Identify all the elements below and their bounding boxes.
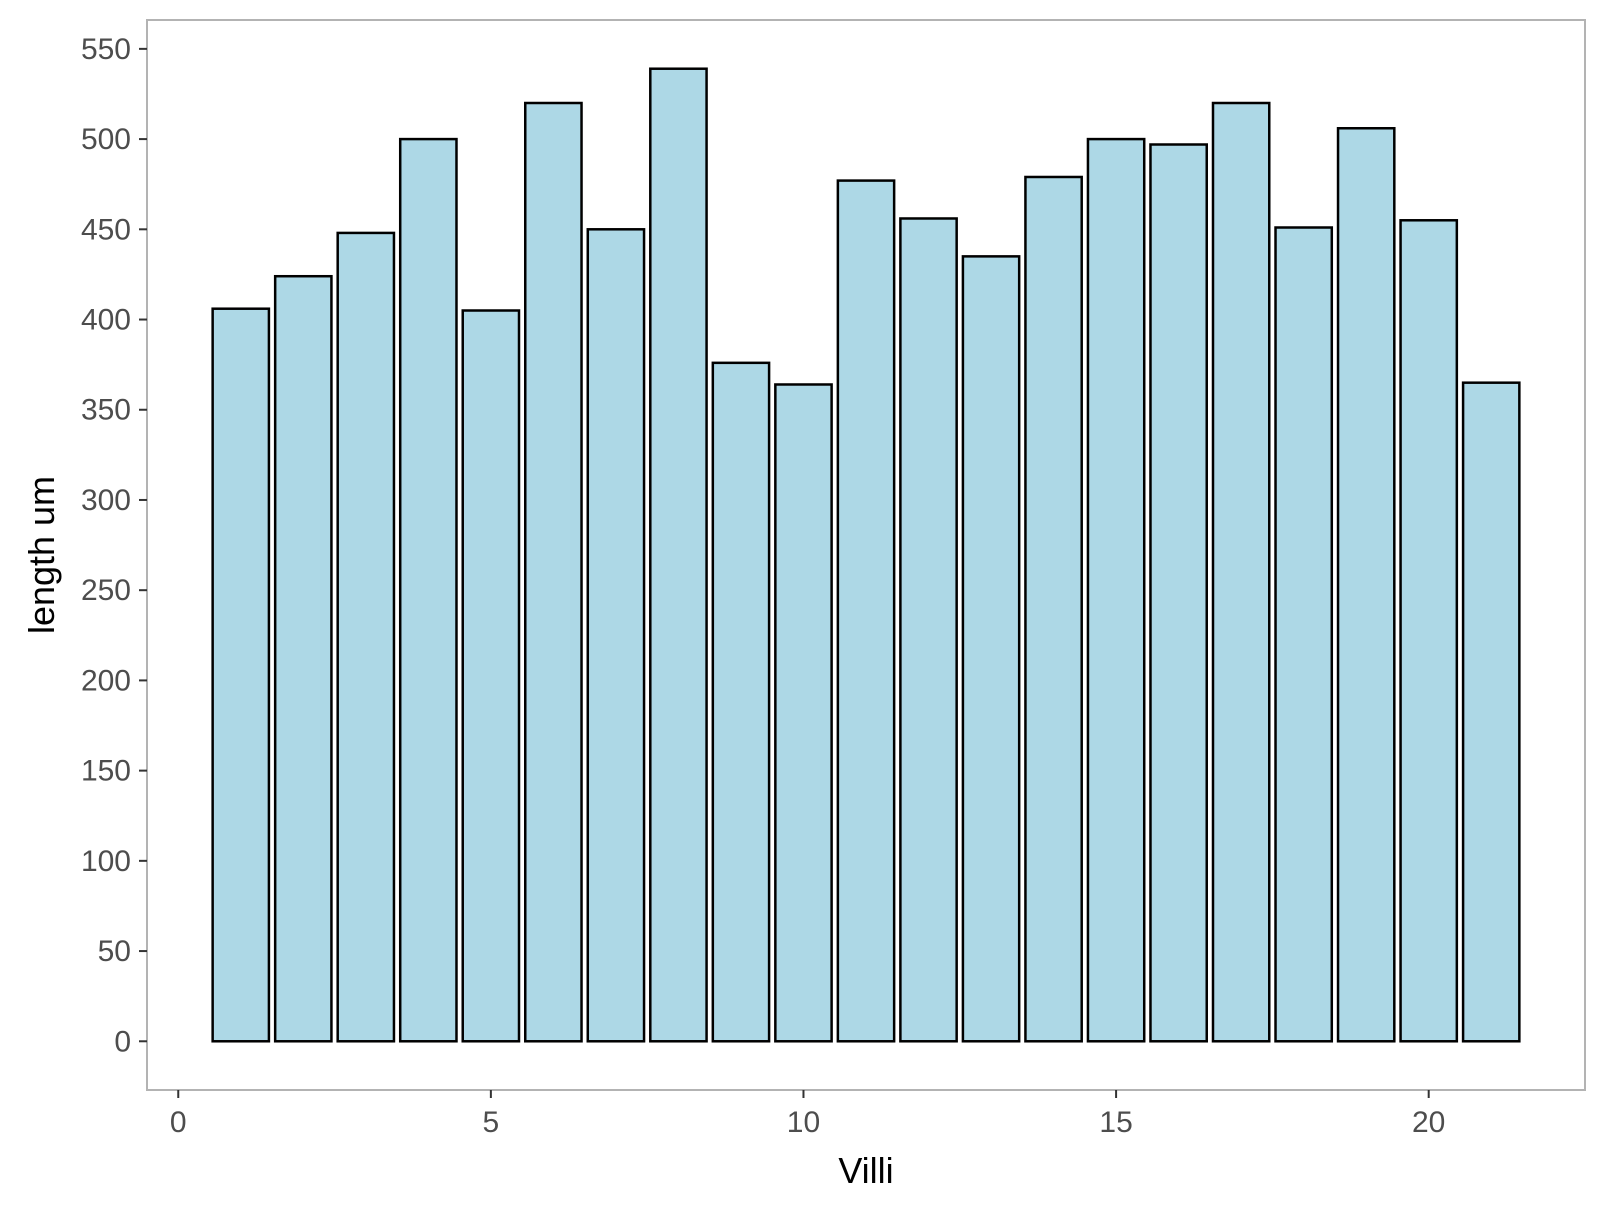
y-tick-label: 450 — [81, 213, 131, 246]
x-tick-label: 5 — [483, 1106, 500, 1139]
bar-3 — [336, 231, 396, 1043]
x-axis-title: Villi — [838, 1150, 893, 1191]
bars — [211, 67, 1521, 1043]
y-axis-title: length um — [21, 476, 62, 634]
y-tick-label: 150 — [81, 755, 131, 788]
x-tick-label: 0 — [170, 1106, 187, 1139]
bar-13 — [961, 255, 1021, 1043]
bar-7 — [586, 228, 646, 1043]
x-tick-label: 15 — [1099, 1106, 1132, 1139]
y-tick-label: 0 — [114, 1025, 131, 1058]
y-tick-label: 200 — [81, 664, 131, 697]
bar-19 — [1336, 127, 1396, 1043]
bar-5 — [461, 309, 521, 1043]
bar-15 — [1086, 137, 1146, 1043]
bar-9 — [711, 361, 771, 1043]
y-tick-label: 500 — [81, 123, 131, 156]
bar-6 — [524, 101, 583, 1043]
bar-8 — [649, 67, 708, 1043]
y-axis: 0 50 100 150 200 250 300 350 400 450 500 550 — [81, 33, 147, 1058]
bar-18 — [1274, 226, 1334, 1043]
bar-16 — [1149, 143, 1208, 1043]
bar-1 — [211, 307, 271, 1043]
bar-4 — [398, 137, 458, 1043]
bar-10 — [774, 383, 833, 1043]
x-tick-label: 10 — [787, 1106, 820, 1139]
y-tick-label: 400 — [81, 304, 131, 337]
y-tick-label: 300 — [81, 484, 131, 517]
y-tick-label: 100 — [81, 845, 131, 878]
y-tick-label: 550 — [81, 33, 131, 66]
bar-12 — [899, 217, 958, 1043]
y-tick-label: 50 — [98, 935, 131, 968]
y-tick-label: 250 — [81, 574, 131, 607]
bar-2 — [273, 274, 333, 1043]
bar-20 — [1399, 219, 1459, 1043]
x-tick-label: 20 — [1412, 1106, 1445, 1139]
bar-14 — [1024, 175, 1083, 1043]
x-axis: 0 5 10 15 20 — [170, 1090, 1445, 1139]
bar-17 — [1211, 101, 1271, 1043]
bar-11 — [836, 179, 896, 1043]
bar-21 — [1461, 381, 1521, 1043]
y-tick-label: 350 — [81, 394, 131, 427]
